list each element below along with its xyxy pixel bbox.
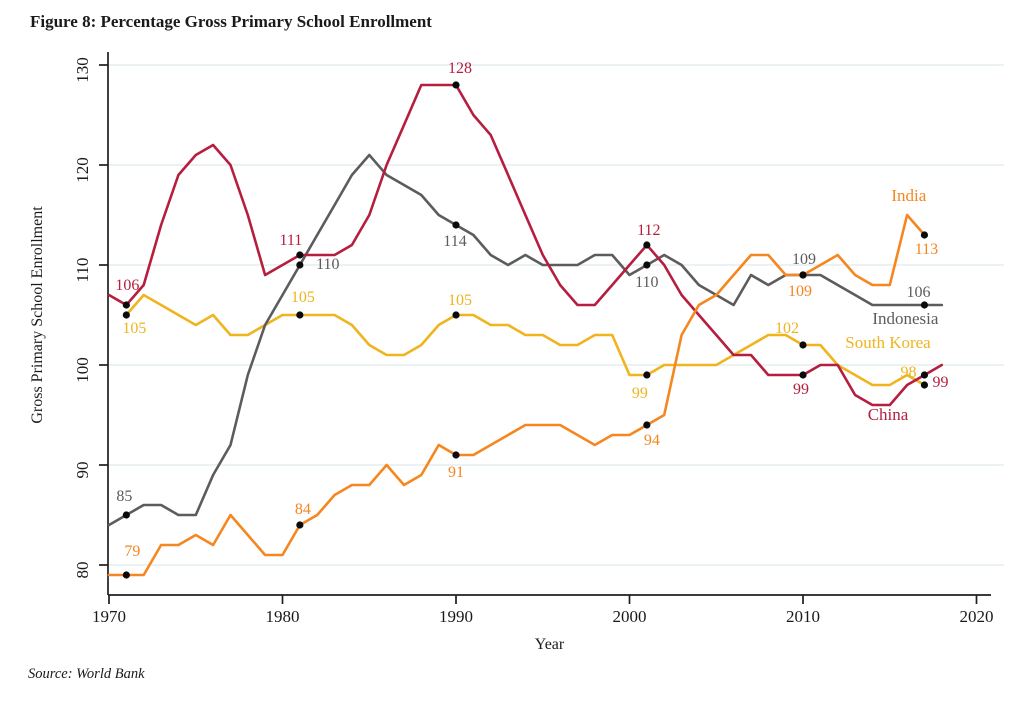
data-point-indonesia-1971 xyxy=(122,511,130,519)
data-label-china-2001: 112 xyxy=(637,222,660,239)
series-line-india xyxy=(107,213,926,577)
data-point-india-2010 xyxy=(799,271,807,279)
data-label-china-1981: 111 xyxy=(279,232,302,249)
data-point-india-2017 xyxy=(920,231,929,239)
data-label-india-2010: 109 xyxy=(788,283,812,300)
data-point-south_korea-2001 xyxy=(643,371,651,379)
data-point-south_korea-1981 xyxy=(296,311,304,319)
x-tick-label-2000: 2000 xyxy=(613,607,647,626)
data-label-south_korea-2010: 102 xyxy=(775,320,799,337)
x-tick-label-2010: 2010 xyxy=(786,607,820,626)
data-point-south_korea-2010 xyxy=(799,341,807,349)
data-label-india-1981: 84 xyxy=(295,501,311,518)
data-point-south_korea-1971 xyxy=(122,311,130,319)
x-tick-label-2020: 2020 xyxy=(960,607,994,626)
y-axis-title: Gross Primary School Enrollment xyxy=(29,206,46,424)
data-label-indonesia-2017: 106 xyxy=(906,284,930,301)
data-point-south_korea-1990 xyxy=(452,311,460,319)
data-label-china-2017: 99 xyxy=(932,374,948,391)
series-label-india: India xyxy=(891,186,926,205)
x-tick-label-1980: 1980 xyxy=(266,607,300,626)
data-label-south_korea-1990: 105 xyxy=(448,292,472,309)
y-tick-label-90: 90 xyxy=(73,462,92,479)
data-label-indonesia-2001: 110 xyxy=(635,274,658,291)
series-label-china: China xyxy=(868,405,909,424)
source-note: Source: World Bank xyxy=(28,666,145,682)
y-tick-label-100: 100 xyxy=(73,357,92,383)
series-label-indonesia: Indonesia xyxy=(872,309,939,328)
data-point-india-1990 xyxy=(452,451,460,459)
data-point-china-1981 xyxy=(296,251,304,259)
data-point-china-2001 xyxy=(643,241,651,249)
data-label-china-1990: 128 xyxy=(448,60,472,77)
data-label-india-1971: 79 xyxy=(124,543,140,560)
data-point-indonesia-2001 xyxy=(643,261,651,269)
x-tick-label-1990: 1990 xyxy=(439,607,473,626)
data-label-south_korea-1971: 105 xyxy=(122,320,146,337)
data-label-indonesia-1971: 85 xyxy=(116,488,132,505)
series-line-south_korea xyxy=(125,293,926,387)
data-point-south_korea-2017 xyxy=(920,381,929,389)
data-label-china-1971: 106 xyxy=(115,277,139,294)
x-axis-title: Year xyxy=(535,636,565,653)
data-label-indonesia-1990: 114 xyxy=(443,233,466,250)
data-label-china-2010: 99 xyxy=(793,381,809,398)
data-point-china-2017 xyxy=(920,371,929,379)
data-label-south_korea-2001: 99 xyxy=(632,385,648,402)
data-point-india-2001 xyxy=(643,421,651,429)
series-label-south_korea: South Korea xyxy=(845,333,931,352)
y-tick-label-120: 120 xyxy=(73,157,92,183)
y-tick-label-130: 130 xyxy=(73,57,92,83)
data-point-indonesia-2017 xyxy=(920,301,929,309)
data-label-indonesia-2010: 109 xyxy=(792,251,816,268)
data-label-india-2017: 113 xyxy=(915,241,938,258)
data-point-india-1971 xyxy=(122,571,130,579)
figure-title: Figure 8: Percentage Gross Primary Schoo… xyxy=(30,12,432,31)
data-point-china-1971 xyxy=(122,301,130,309)
data-point-indonesia-1981 xyxy=(296,261,304,269)
data-point-china-1990 xyxy=(452,81,460,89)
y-tick-label-110: 110 xyxy=(73,258,92,283)
x-tick-label-1970: 1970 xyxy=(92,607,126,626)
data-label-south_korea-1981: 105 xyxy=(291,289,315,306)
data-label-south_korea-2017: 98 xyxy=(900,364,916,381)
data-point-indonesia-1990 xyxy=(452,221,460,229)
series-line-china xyxy=(107,83,944,407)
data-point-india-1981 xyxy=(296,521,304,529)
series-line-indonesia xyxy=(107,153,944,527)
data-point-china-2010 xyxy=(799,371,807,379)
y-tick-label-80: 80 xyxy=(73,562,92,579)
data-label-india-1990: 91 xyxy=(448,464,464,481)
data-label-indonesia-1981: 110 xyxy=(316,256,339,273)
data-label-india-2001: 94 xyxy=(644,432,660,449)
